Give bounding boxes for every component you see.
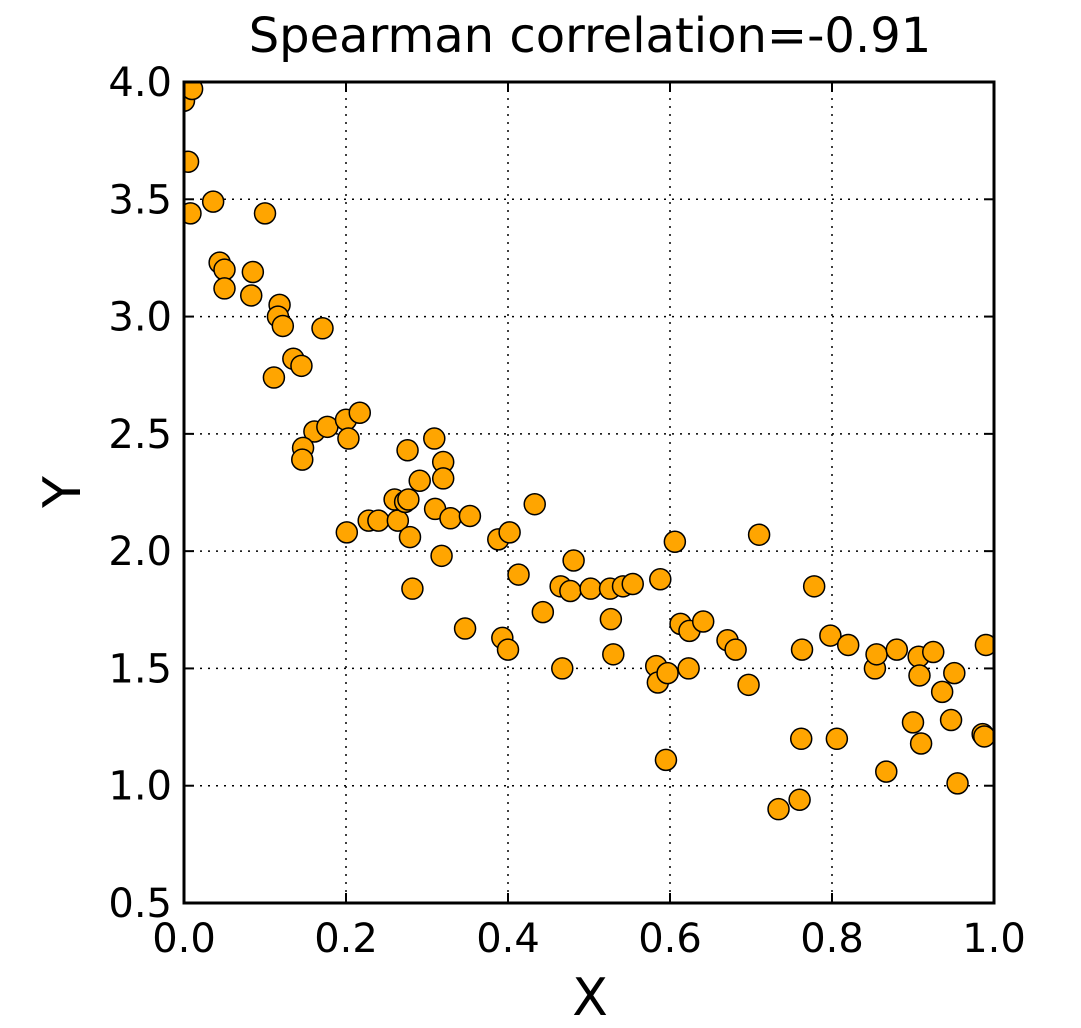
scatter-point — [767, 797, 790, 821]
scatter-point — [239, 284, 263, 307]
scatter-point — [201, 190, 225, 213]
scatter-point — [290, 354, 313, 378]
y-tick-label: 1.5 — [108, 646, 172, 692]
scatter-point — [819, 624, 842, 647]
scatter-point — [551, 657, 574, 680]
plot-frame — [182, 80, 996, 905]
x-tick-label: 1.0 — [962, 916, 1026, 962]
scatter-point — [885, 638, 909, 661]
scatter-point — [397, 488, 420, 511]
scatter-point — [430, 544, 453, 568]
scatter-point — [241, 260, 265, 284]
y-tick-label: 0.5 — [108, 881, 172, 927]
chart-title: Spearman correlation=-0.91 — [249, 8, 932, 64]
scatter-point — [724, 638, 747, 661]
scatter-point — [531, 600, 555, 624]
scatter-point — [621, 572, 644, 596]
scatter-point — [453, 617, 477, 640]
scatter-point — [649, 568, 672, 591]
scatter-point — [922, 640, 945, 664]
y-axis-label: Y — [33, 476, 93, 509]
scatter-point — [930, 680, 954, 704]
axis-ticks — [183, 81, 995, 904]
scatter-point — [408, 469, 431, 493]
scatter-point — [184, 82, 204, 101]
scatter-point — [398, 525, 422, 549]
scatter-point — [825, 727, 849, 751]
scatter-point — [875, 760, 898, 783]
grid-lines — [184, 82, 994, 903]
scatter-point — [311, 317, 334, 340]
scatter-point — [439, 507, 462, 530]
scatter-point — [316, 415, 339, 439]
x-tick-label: 0.8 — [800, 916, 864, 962]
scatter-point — [747, 523, 771, 546]
scatter-point — [213, 258, 236, 281]
scatter-point — [253, 202, 277, 225]
y-tick-label: 3.0 — [108, 295, 172, 341]
scatter-point — [836, 633, 860, 657]
scatter-point — [523, 492, 546, 516]
scatter-point — [579, 577, 602, 600]
scatter-point — [496, 638, 520, 661]
x-tick-label: 0.4 — [476, 916, 540, 962]
x-axis-label: X — [572, 968, 608, 1024]
y-tick-label: 1.0 — [108, 764, 172, 810]
x-tick-label: 0.2 — [314, 916, 378, 962]
scatter-point — [423, 427, 446, 450]
scatter-point — [602, 643, 625, 666]
scatter-point — [599, 607, 623, 631]
scatter-point — [348, 401, 372, 424]
scatter-point — [909, 732, 933, 755]
scatter-point — [802, 575, 826, 598]
scatter-point — [184, 202, 202, 225]
scatter-point — [789, 727, 813, 751]
scatter-point — [291, 448, 314, 471]
scatter-point — [335, 521, 359, 544]
scatter-point — [663, 530, 687, 554]
scatter-point — [654, 748, 678, 772]
scatter-point — [562, 549, 585, 572]
scatter-point — [401, 577, 424, 600]
scatter-point — [691, 610, 715, 633]
y-tick-label: 2.5 — [108, 412, 172, 458]
scatter-point — [946, 772, 969, 795]
scatter-point — [974, 633, 994, 657]
y-tick-label: 4.0 — [108, 60, 172, 106]
scatter-point — [507, 563, 530, 586]
scatter-point — [262, 366, 286, 389]
y-tick-label: 3.5 — [108, 177, 172, 223]
scatter-point — [337, 427, 360, 450]
x-tick-label: 0.0 — [152, 916, 216, 962]
scatter-point — [559, 579, 582, 603]
y-tick-label: 2.0 — [108, 529, 172, 575]
scatter-point — [790, 638, 814, 661]
scatter-point — [943, 661, 966, 685]
scatter-point — [498, 521, 521, 544]
scatter-point — [865, 643, 888, 666]
scatter-point — [431, 467, 455, 490]
y-tick-labels: 0.5 1.0 1.5 2.0 2.5 3.0 3.5 4.0 — [108, 60, 172, 927]
scatter-point — [677, 657, 700, 680]
x-tick-labels: 0.0 0.2 0.4 0.6 0.8 1.0 — [152, 916, 1026, 962]
scatter-point — [939, 708, 963, 732]
scatter-point — [901, 711, 925, 734]
x-tick-label: 0.6 — [638, 916, 702, 962]
scatter-point — [184, 150, 200, 174]
scatter-point — [213, 277, 236, 300]
scatter-point — [973, 725, 994, 748]
scatter-point — [458, 504, 482, 528]
scatter-point — [367, 509, 390, 532]
scatter-point — [908, 664, 931, 687]
scatter-point — [396, 439, 419, 462]
scatter-point — [271, 314, 295, 338]
data-points — [184, 82, 994, 821]
scatter-point — [788, 788, 811, 812]
scatter-point — [656, 661, 679, 685]
scatter-point — [737, 673, 760, 697]
